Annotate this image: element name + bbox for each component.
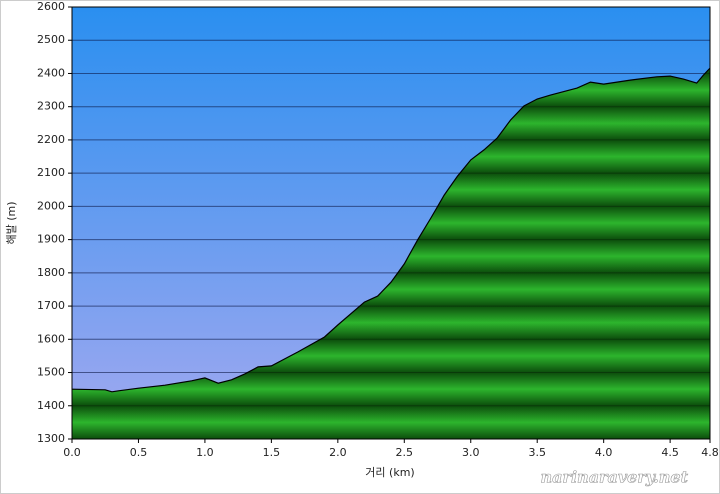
y-tick-label: 2500 <box>37 33 65 46</box>
y-tick-label: 1600 <box>37 332 65 345</box>
y-tick-label: 2200 <box>37 133 65 146</box>
y-tick-label: 2000 <box>37 199 65 212</box>
y-tick-label: 1700 <box>37 299 65 312</box>
x-tick-label: 4.5 <box>661 446 679 459</box>
x-axis-label: 거리 (km) <box>365 466 414 479</box>
y-tick-label: 2600 <box>37 0 65 13</box>
profile-line <box>71 67 711 393</box>
x-tick-label: 3.5 <box>528 446 546 459</box>
y-tick-label: 2100 <box>37 166 65 179</box>
x-tick-label: 2.0 <box>329 446 347 459</box>
y-tick-label: 2300 <box>37 100 65 113</box>
x-tick-label: 1.0 <box>196 446 214 459</box>
x-tick-label: 4.0 <box>595 446 613 459</box>
x-tick-label: 0.0 <box>63 446 81 459</box>
y-tick-label: 1900 <box>37 233 65 246</box>
x-tick-label: 3.0 <box>462 446 480 459</box>
x-tick-label: 0.5 <box>130 446 148 459</box>
x-tick-label: 4.8 <box>701 446 719 459</box>
x-tick-label: 2.5 <box>396 446 414 459</box>
watermark: narinaravery.net <box>541 468 689 487</box>
y-tick-label: 2400 <box>37 66 65 79</box>
area-fill <box>72 68 710 439</box>
y-tick-label: 1800 <box>37 266 65 279</box>
y-tick-label: 1500 <box>37 366 65 379</box>
y-axis-label: 해발 (m) <box>4 201 18 244</box>
plot-border <box>71 6 711 440</box>
y-tick-label: 1300 <box>37 432 65 445</box>
y-tick-label: 1400 <box>37 399 65 412</box>
x-tick-label: 1.5 <box>263 446 281 459</box>
